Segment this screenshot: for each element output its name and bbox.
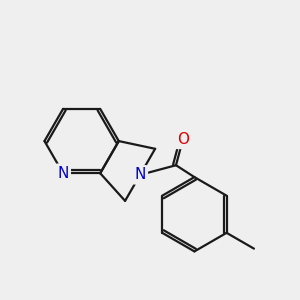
Text: N: N bbox=[134, 167, 146, 182]
Text: O: O bbox=[177, 132, 189, 147]
Text: N: N bbox=[57, 166, 69, 181]
